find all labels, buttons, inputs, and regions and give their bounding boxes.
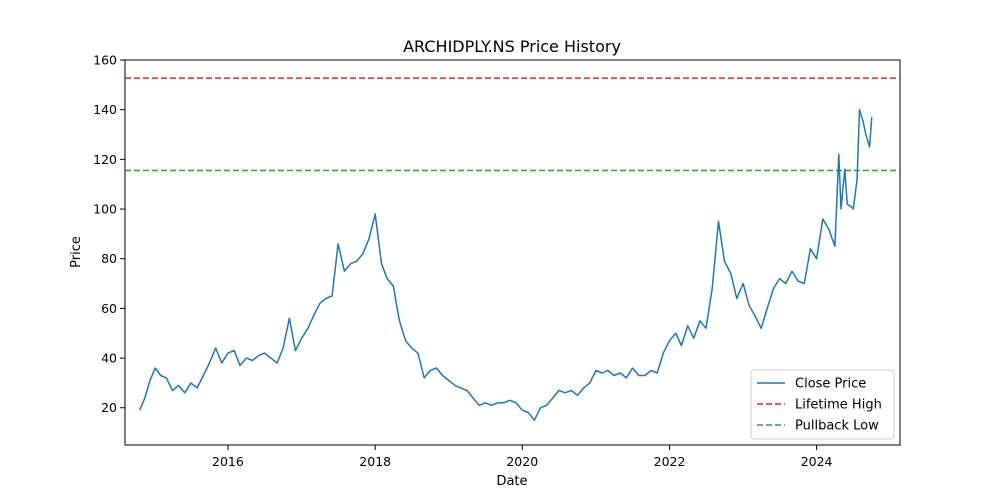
y-tick-label: 120 [93,152,117,167]
y-tick-label: 40 [101,351,117,366]
reference-lines [125,77,900,172]
y-tick-label: 80 [101,251,117,266]
close-price-line [139,108,873,421]
x-tick-label: 2022 [654,454,686,469]
x-axis-label: Date [496,474,527,489]
legend-label-pullback-low: Pullback Low [795,419,879,434]
series-lines [139,108,873,421]
y-tick-label: 60 [101,301,117,316]
x-tick-label: 2024 [801,454,833,469]
y-tick-label: 20 [101,400,117,415]
legend-label-lifetime-high: Lifetime High [795,398,882,413]
y-tick-label: 100 [93,202,117,217]
x-tick-label: 2018 [359,454,391,469]
y-axis: 20 40 60 80 100 120 140 160 [93,53,125,415]
y-axis-label: Price [69,236,84,268]
x-tick-label: 2020 [506,454,538,469]
plot-area [124,59,901,446]
y-tick-label: 160 [93,53,117,68]
legend: Close Price Lifetime High Pullback Low [750,369,895,440]
legend-box [750,369,895,440]
chart-title: ARCHIDPLY.NS Price History [403,37,621,56]
x-tick-label: 2016 [212,454,244,469]
y-tick-label: 140 [93,102,117,117]
legend-label-close-price: Close Price [795,377,866,392]
x-axis: 2016 2018 2020 2022 2024 [212,445,833,469]
